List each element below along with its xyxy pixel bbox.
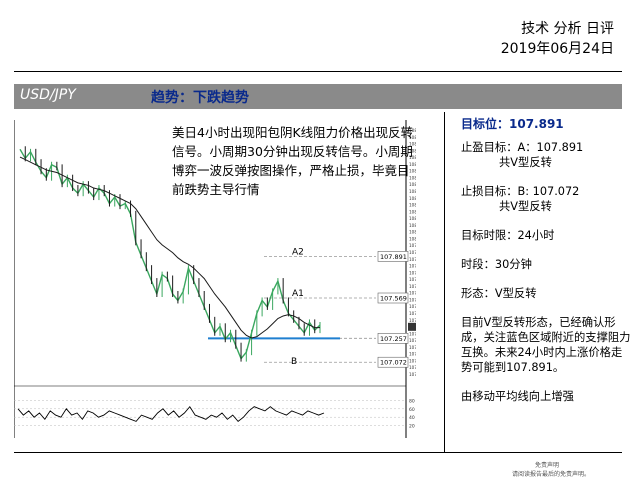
y-tick-label: 107.575 — [409, 297, 416, 302]
level-value-label: 107.072 — [380, 359, 407, 367]
y-tick-label: 107.475 — [409, 311, 416, 316]
y-tick-label: 108.550 — [409, 162, 416, 167]
y-tick-label: 108.800 — [409, 128, 416, 133]
y-tick-label: 107.225 — [409, 345, 416, 350]
price-line — [19, 148, 321, 360]
level-value-box — [377, 333, 409, 344]
stop-loss-block: 止损目标：B: 107.072 共V型反转 — [461, 184, 631, 214]
y-tick-label: 108.650 — [409, 148, 416, 153]
y-tick-label: 107.725 — [409, 277, 416, 282]
level-value-box — [377, 251, 409, 262]
chart-svg: 108.800 108.750 108.700108.650 108.600 108.5… — [14, 120, 416, 438]
footer-divider — [14, 452, 622, 453]
current-price-marker — [408, 322, 416, 331]
y-tick-label: 108.350 — [409, 189, 416, 194]
analysis-description: 目前V型反转形态，已经确认形成，关注蓝色区域附近的支撑阻力互换。未来24小时内上… — [461, 316, 631, 374]
level-value-box — [377, 356, 409, 368]
y-tick-label: 107.675 — [409, 284, 416, 289]
y-tick-label: 108.050 — [409, 230, 416, 235]
level-tag: B — [291, 357, 297, 367]
y-tick-label: 108.250 — [409, 203, 416, 208]
moving-average-note: 由移动平均线向上增强 — [461, 390, 574, 403]
y-tick-label: 107.875 — [409, 257, 416, 262]
y-tick-label: 107.075 — [409, 365, 416, 370]
right-panel: 目标位：107.891 止盈目标：A：107.891 共V型反转 止损目标：B:… — [461, 117, 631, 418]
y-tick-label: 108.500 — [409, 169, 416, 174]
take-profit-block: 止盈目标：A：107.891 共V型反转 — [461, 140, 631, 170]
y-tick-label: 107.625 — [409, 291, 416, 296]
disclaimer-text: 请阅读报告最后的免责声明。 — [512, 471, 591, 478]
y-tick-label: 108.150 — [409, 216, 416, 221]
y-tick-label: 107.525 — [409, 304, 416, 309]
stop-loss-line: 止损目标：B: 107.072 — [461, 185, 580, 198]
oscillator-tick-label: 40 — [409, 415, 415, 421]
stop-loss-pattern: 共V型反转 — [499, 200, 552, 213]
price-chart: 108.800 108.750 108.700108.650 108.600 108.5… — [14, 116, 416, 442]
y-tick-label: 107.775 — [409, 270, 416, 275]
level-tag: A1 — [292, 289, 304, 299]
y-tick-label: 108.750 — [409, 135, 416, 140]
y-tick-label: 107.975 — [409, 243, 416, 248]
y-tick-label: 107.025 — [409, 372, 416, 377]
take-profit-line: 止盈目标：A：107.891 — [461, 141, 584, 154]
level-value-label: 107.257 — [380, 335, 407, 343]
timeframe: 时段：30分钟 — [461, 258, 532, 271]
report-date: 2019年06月24日 — [500, 41, 614, 57]
disclaimer-title: 免责声明 — [535, 462, 560, 469]
y-tick-label: 108.600 — [409, 155, 416, 160]
y-tick-label: 108.450 — [409, 175, 416, 180]
pattern: 形态：V型反转 — [461, 287, 537, 300]
oscillator-tick-label: 60 — [409, 407, 415, 413]
y-tick-label: 107.425 — [409, 318, 416, 323]
currency-pair: USD/JPY — [20, 87, 76, 103]
header-divider — [14, 71, 622, 72]
y-tick-label: 107.825 — [409, 264, 416, 269]
level-value-box — [377, 292, 409, 304]
oscillator-line — [17, 405, 325, 423]
y-tick-label: 107.125 — [409, 358, 416, 363]
trend-label: 趋势：下跌趋势 — [151, 90, 249, 106]
y-tick-label: 108.300 — [409, 196, 416, 201]
instrument-bar: USD/JPY 趋势：下跌趋势 — [14, 84, 622, 109]
level-tag: A2 — [292, 247, 304, 257]
y-tick-label: 107.275 — [409, 338, 416, 343]
take-profit-pattern: 共V型反转 — [499, 156, 552, 169]
panel-divider — [444, 112, 445, 452]
y-tick-label: 108.200 — [409, 209, 416, 214]
oscillator-tick-label: 20 — [409, 424, 415, 430]
chart-annotation: 美日4小时出现阳包阴K线阻力价格出现反转信号。小周期30分钟出现反转信号。小周期… — [172, 125, 414, 197]
moving-average-line — [19, 156, 320, 339]
y-tick-label: 108.400 — [409, 182, 416, 187]
y-tick-label: 107.175 — [409, 352, 416, 357]
y-tick-label: 108.000 — [409, 236, 416, 241]
y-tick-label: 107.325 — [409, 331, 416, 336]
y-tick-label: 108.100 — [409, 223, 416, 228]
report-title: 技术 分析 日评 — [521, 21, 614, 37]
level-value-label: 107.569 — [380, 295, 407, 303]
y-tick-label: 108.700 — [409, 142, 416, 147]
oscillator-tick-label: 80 — [409, 398, 415, 404]
time-limit: 目标时限：24小时 — [461, 229, 555, 242]
level-value-label: 107.891 — [380, 253, 407, 261]
target-title: 目标位：107.891 — [461, 117, 564, 131]
y-tick-label: 107.925 — [409, 250, 416, 255]
